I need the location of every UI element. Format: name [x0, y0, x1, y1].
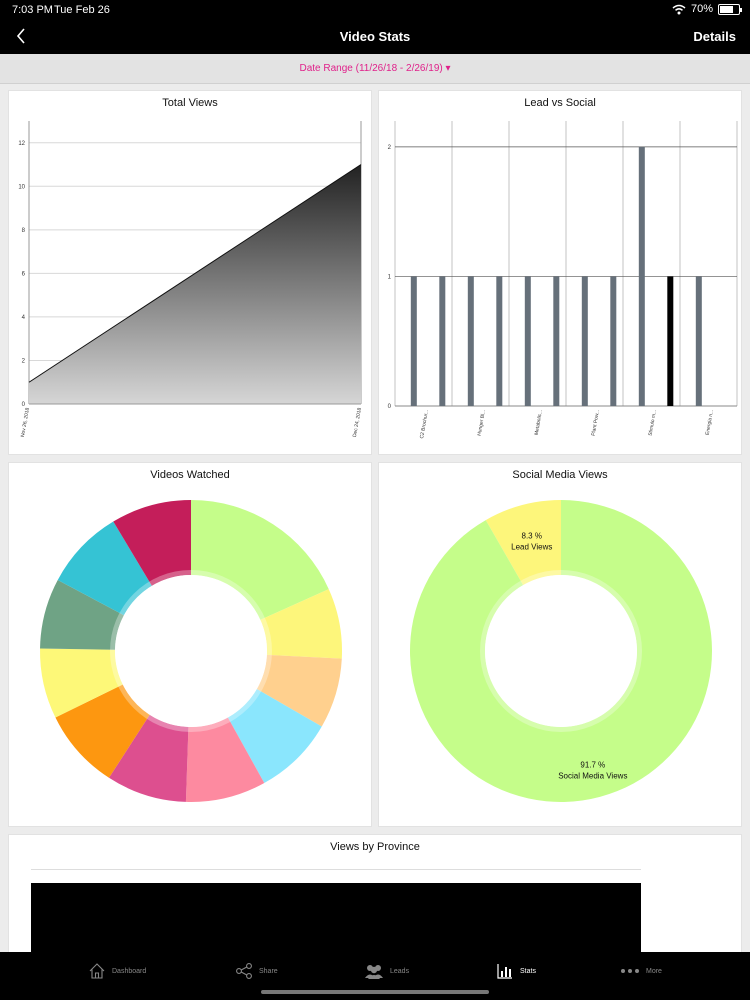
bar-lead — [524, 276, 531, 406]
y-tick-label: 12 — [18, 141, 25, 147]
home-icon — [89, 963, 105, 979]
videos-watched-slice — [185, 717, 265, 802]
more-icon — [621, 969, 639, 973]
status-time: 7:03 PM — [12, 4, 53, 16]
slice-name-label: Social Media Views — [558, 771, 627, 780]
videos-watched-slice — [260, 589, 342, 659]
lead-vs-social-card: 0 1 2 C2 Brochur... Hunger Bl... Metabolic...… — [378, 90, 742, 455]
status-date: Tue Feb 26 — [54, 4, 110, 16]
videos-watched-hole — [115, 575, 267, 727]
home-indicator — [261, 990, 489, 994]
area-fill — [29, 164, 361, 404]
videos-watched-slice — [57, 521, 152, 616]
bar-lead — [695, 276, 702, 406]
details-button[interactable]: Details — [693, 29, 736, 44]
y-tick-label: 4 — [22, 315, 26, 321]
total-views-chart: 0 2 4 6 8 10 12 Nov 26, 2018 Dec 24, 2018 — [18, 121, 363, 438]
x-tick-label: Nov 26, 2018 — [20, 407, 31, 438]
x-tick-label: Energia n... — [705, 409, 715, 435]
videos-watched-title: Videos Watched — [150, 469, 230, 481]
dropdown-arrow-icon: ▾ — [445, 63, 451, 74]
tab-share-label: Share — [259, 967, 278, 975]
social-media-views-chart: 8.3 % Lead Views 91.7 % Social Media Views — [410, 500, 712, 802]
videos-watched-slice — [113, 500, 191, 586]
total-views-card: 0 2 4 6 8 10 12 Nov 26, 2018 Dec 24, 2018 Total … — [8, 90, 372, 455]
videos-watched-slice — [40, 648, 123, 718]
date-range-label: Date Range (11/26/18 - 2/26/19) — [299, 63, 443, 74]
y-tick-label: 1 — [388, 274, 392, 280]
social-media-slice — [485, 500, 561, 586]
tab-stats-label: Stats — [520, 967, 536, 975]
tab-more-label: More — [646, 967, 662, 975]
bar-lead — [581, 276, 588, 406]
y-tick-label: 2 — [388, 145, 392, 151]
stats-icon — [497, 964, 512, 979]
x-tick-label: Stimulo m... — [648, 409, 658, 436]
back-chevron-icon[interactable] — [14, 26, 28, 46]
social-media-slice — [410, 500, 712, 802]
bar-social — [439, 276, 446, 406]
tab-leads[interactable]: Leads — [364, 960, 409, 982]
slice-name-label: Lead Views — [511, 542, 552, 551]
people-icon — [365, 965, 383, 979]
y-tick-label: 0 — [388, 404, 392, 410]
status-right: 70% — [672, 3, 742, 15]
tab-share[interactable]: Share — [235, 960, 278, 982]
date-range-bar: Date Range (11/26/18 - 2/26/19) ▾ — [0, 54, 750, 84]
x-tick-label: Metabolic... — [534, 409, 544, 435]
videos-watched-slice — [191, 500, 329, 620]
map-top-border — [31, 869, 641, 870]
lead-vs-social-title: Lead vs Social — [524, 97, 596, 109]
y-tick-label: 8 — [22, 228, 26, 234]
views-by-province-title: Views by Province — [330, 841, 420, 853]
tab-more[interactable]: More — [620, 960, 662, 982]
bar-lead — [410, 276, 417, 406]
bar-lead — [467, 276, 474, 406]
lead-vs-social-chart: 0 1 2 C2 Brochur... Hunger Bl... Metabolic...… — [388, 121, 738, 439]
social-media-views-card: 8.3 % Lead Views 91.7 % Social Media Views … — [378, 462, 742, 827]
bar-social — [496, 276, 503, 406]
battery-fill — [720, 5, 733, 13]
tab-dashboard-label: Dashboard — [112, 967, 147, 975]
x-tick-label: Dec 24, 2018 — [352, 407, 363, 438]
x-tick-label: Hunger Bl... — [477, 409, 487, 436]
wifi-icon — [672, 4, 686, 14]
y-tick-label: 2 — [22, 358, 26, 364]
page-title: Video Stats — [339, 29, 411, 44]
area-line — [28, 164, 362, 383]
status-bar: 7:03 PM Tue Feb 26 70% — [0, 0, 750, 20]
tab-dashboard[interactable]: Dashboard — [88, 960, 146, 982]
videos-watched-slice — [40, 579, 124, 650]
slice-value-label: 8.3 % — [522, 531, 542, 540]
videos-watched-slice — [227, 689, 322, 784]
social-media-views-title: Social Media Views — [512, 469, 608, 481]
slice-value-label: 91.7 % — [580, 760, 605, 769]
bar-social — [610, 276, 617, 406]
x-tick-label: Plant Pow... — [591, 409, 601, 436]
bar-lead — [638, 146, 645, 406]
social-hole — [485, 575, 637, 727]
y-tick-label: 6 — [22, 271, 26, 277]
videos-watched-card: Videos Watched — [8, 462, 372, 827]
tab-leads-label: Leads — [390, 967, 410, 975]
date-range-selector[interactable]: Date Range (11/26/18 - 2/26/19) ▾ — [299, 63, 450, 74]
videos-watched-slice — [256, 654, 342, 727]
bar-social — [553, 276, 560, 406]
x-tick-label: C2 Brochur... — [419, 409, 430, 439]
videos-watched-slice — [108, 714, 189, 802]
nav-bar: Video Stats Details — [0, 20, 750, 54]
tab-stats[interactable]: Stats — [496, 960, 536, 982]
share-icon — [236, 963, 252, 979]
total-views-title: Total Views — [162, 97, 218, 109]
bar-social — [667, 276, 674, 406]
battery-percent: 70% — [690, 3, 713, 15]
y-tick-label: 0 — [22, 402, 26, 408]
videos-watched-chart — [40, 500, 342, 802]
battery-icon — [718, 3, 742, 15]
y-tick-label: 10 — [18, 184, 25, 190]
videos-watched-slice — [55, 684, 150, 778]
